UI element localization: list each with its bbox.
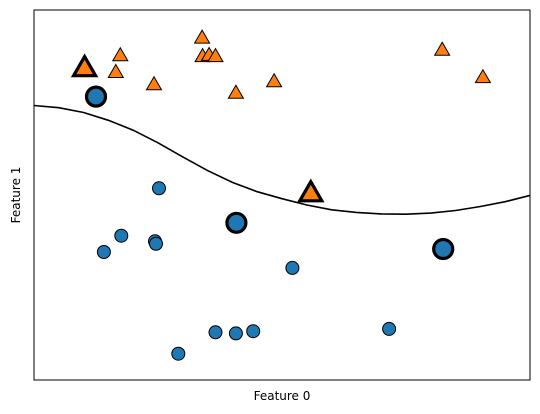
class1-point [433, 41, 451, 56]
class0-point [114, 228, 129, 243]
decision-boundary-line [34, 104, 530, 216]
class1-point [107, 63, 125, 78]
class1-point [193, 29, 211, 44]
y-axis-label: Feature 1 [9, 167, 23, 224]
plot-area [34, 29, 530, 361]
support-vector-class1 [297, 178, 325, 203]
class0-point [382, 321, 397, 336]
class1-point [265, 72, 283, 88]
class0-point [149, 236, 163, 251]
class1-point [111, 46, 129, 62]
support-vector-class0 [432, 237, 455, 261]
class1-point [227, 84, 245, 99]
class1-point [207, 47, 224, 63]
support-vector-class0 [225, 211, 248, 234]
class0-point [285, 260, 300, 275]
x-axis-label: Feature 0 [254, 389, 311, 403]
class0-point [208, 325, 223, 340]
data-points [70, 29, 492, 361]
class0-point [96, 245, 111, 259]
plot-frame [33, 9, 531, 381]
class0-point [171, 346, 186, 361]
class1-point [145, 75, 163, 91]
class1-point [474, 68, 492, 84]
class0-point [152, 181, 166, 196]
class0-point [246, 324, 261, 339]
support-vector-class0 [84, 85, 108, 108]
support-vector-class1 [70, 53, 99, 78]
class0-point [228, 326, 243, 341]
